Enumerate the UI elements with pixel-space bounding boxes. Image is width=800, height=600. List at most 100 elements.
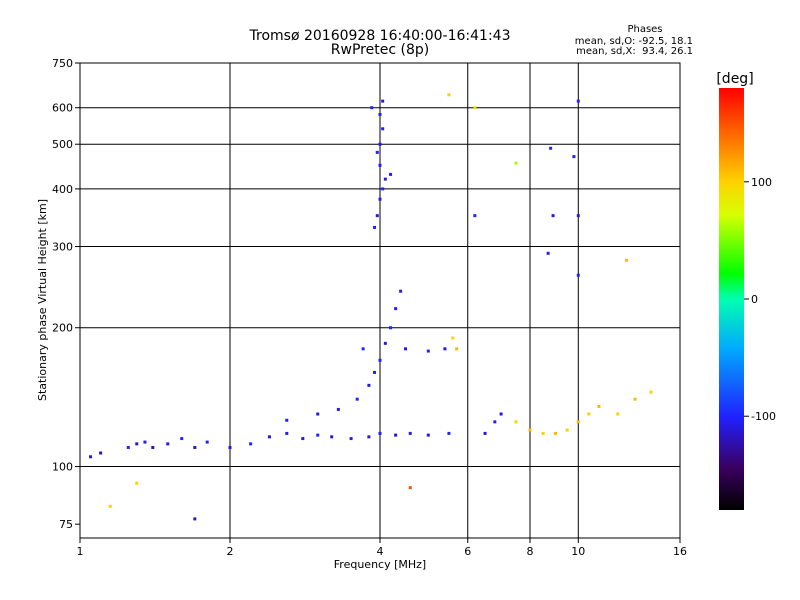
data-point (572, 155, 576, 159)
chart-title: Tromsø 20160928 16:40:00-16:41:43 (249, 28, 511, 44)
data-point (399, 289, 403, 293)
data-point (205, 440, 209, 444)
data-point (451, 336, 455, 340)
data-point (551, 214, 555, 218)
data-point (483, 431, 487, 435)
data-point (367, 383, 371, 387)
data-point (408, 431, 412, 435)
phase-stats-o: mean, sd,O: -92.5, 18.1 (575, 36, 693, 47)
x-tick-label: 10 (571, 545, 585, 558)
data-point (99, 451, 103, 455)
data-point (330, 435, 334, 439)
data-point (151, 445, 155, 449)
data-point (394, 433, 398, 437)
phase-stats-heading: Phases (627, 24, 662, 35)
data-point (499, 412, 503, 416)
data-point (597, 404, 601, 408)
data-point (373, 370, 377, 374)
data-point (383, 177, 387, 181)
data-point (378, 197, 382, 201)
data-point (373, 225, 377, 229)
data-point (370, 106, 374, 110)
y-axis-label: Stationary phase Virtual Height [km] (36, 199, 49, 401)
data-point (493, 420, 497, 424)
y-tick-label: 200 (52, 322, 73, 335)
data-point (285, 418, 289, 422)
data-point (541, 431, 545, 435)
data-point (180, 437, 184, 441)
data-point (553, 431, 557, 435)
data-point (135, 481, 139, 485)
y-tick-label: 400 (52, 183, 73, 196)
data-point (316, 433, 320, 437)
data-point (473, 214, 477, 218)
colorbar-tick-label: -100 (751, 410, 776, 423)
data-point (514, 420, 518, 424)
colorbar-tick-label: 100 (751, 176, 772, 189)
data-point (316, 412, 320, 416)
y-tick-label: 500 (52, 138, 73, 151)
x-axis-label: Frequency [MHz] (334, 558, 426, 571)
y-tick-label: 100 (52, 461, 73, 474)
data-point (143, 440, 147, 444)
data-point (367, 435, 371, 439)
data-point (455, 347, 459, 351)
data-point (576, 99, 580, 103)
y-tick-label: 300 (52, 241, 73, 254)
y-axis-ticks: 75 100 200 300 400 500 600 750 (52, 57, 80, 531)
data-point (108, 504, 112, 508)
data-point (89, 455, 93, 459)
data-point (616, 412, 620, 416)
data-point (378, 431, 382, 435)
x-tick-label: 6 (464, 545, 471, 558)
data-point (381, 127, 385, 131)
grid-lines (80, 63, 680, 538)
data-point (378, 358, 382, 362)
x-tick-label: 1 (77, 545, 84, 558)
data-point (375, 150, 379, 154)
data-point (249, 442, 253, 446)
data-point (443, 347, 447, 351)
colorbar-tick-label: 0 (751, 293, 758, 306)
data-point (447, 431, 451, 435)
data-point (135, 442, 139, 446)
data-point (383, 341, 387, 345)
data-point (301, 437, 305, 441)
data-point (576, 273, 580, 277)
data-point (426, 433, 430, 437)
data-point (473, 106, 477, 110)
data-points (89, 93, 653, 521)
data-point (361, 347, 365, 351)
data-point (381, 99, 385, 103)
data-point (126, 445, 130, 449)
x-tick-label: 16 (673, 545, 687, 558)
x-tick-label: 8 (527, 545, 534, 558)
data-point (355, 397, 359, 401)
data-point (381, 187, 385, 191)
data-point (408, 486, 412, 490)
data-point (549, 146, 553, 150)
data-point (633, 397, 637, 401)
data-point (587, 412, 591, 416)
colorbar-label: [deg] (716, 71, 753, 87)
data-point (378, 163, 382, 167)
data-point (336, 407, 340, 411)
phase-stats-x: mean, sd,X: 93.4, 26.1 (576, 46, 693, 57)
data-point (193, 517, 197, 521)
data-point (426, 349, 430, 353)
chart-subtitle: RwPretec (8p) (331, 42, 429, 58)
data-point (389, 326, 393, 330)
y-tick-label: 750 (52, 57, 73, 70)
data-point (349, 437, 353, 441)
data-point (389, 172, 393, 176)
data-point (565, 428, 569, 432)
y-tick-label: 75 (59, 518, 73, 531)
data-point (649, 390, 653, 394)
data-point (447, 93, 451, 97)
colorbar (719, 88, 744, 510)
data-point (528, 428, 532, 432)
data-point (546, 251, 550, 255)
x-tick-label: 4 (377, 545, 384, 558)
data-point (378, 112, 382, 116)
